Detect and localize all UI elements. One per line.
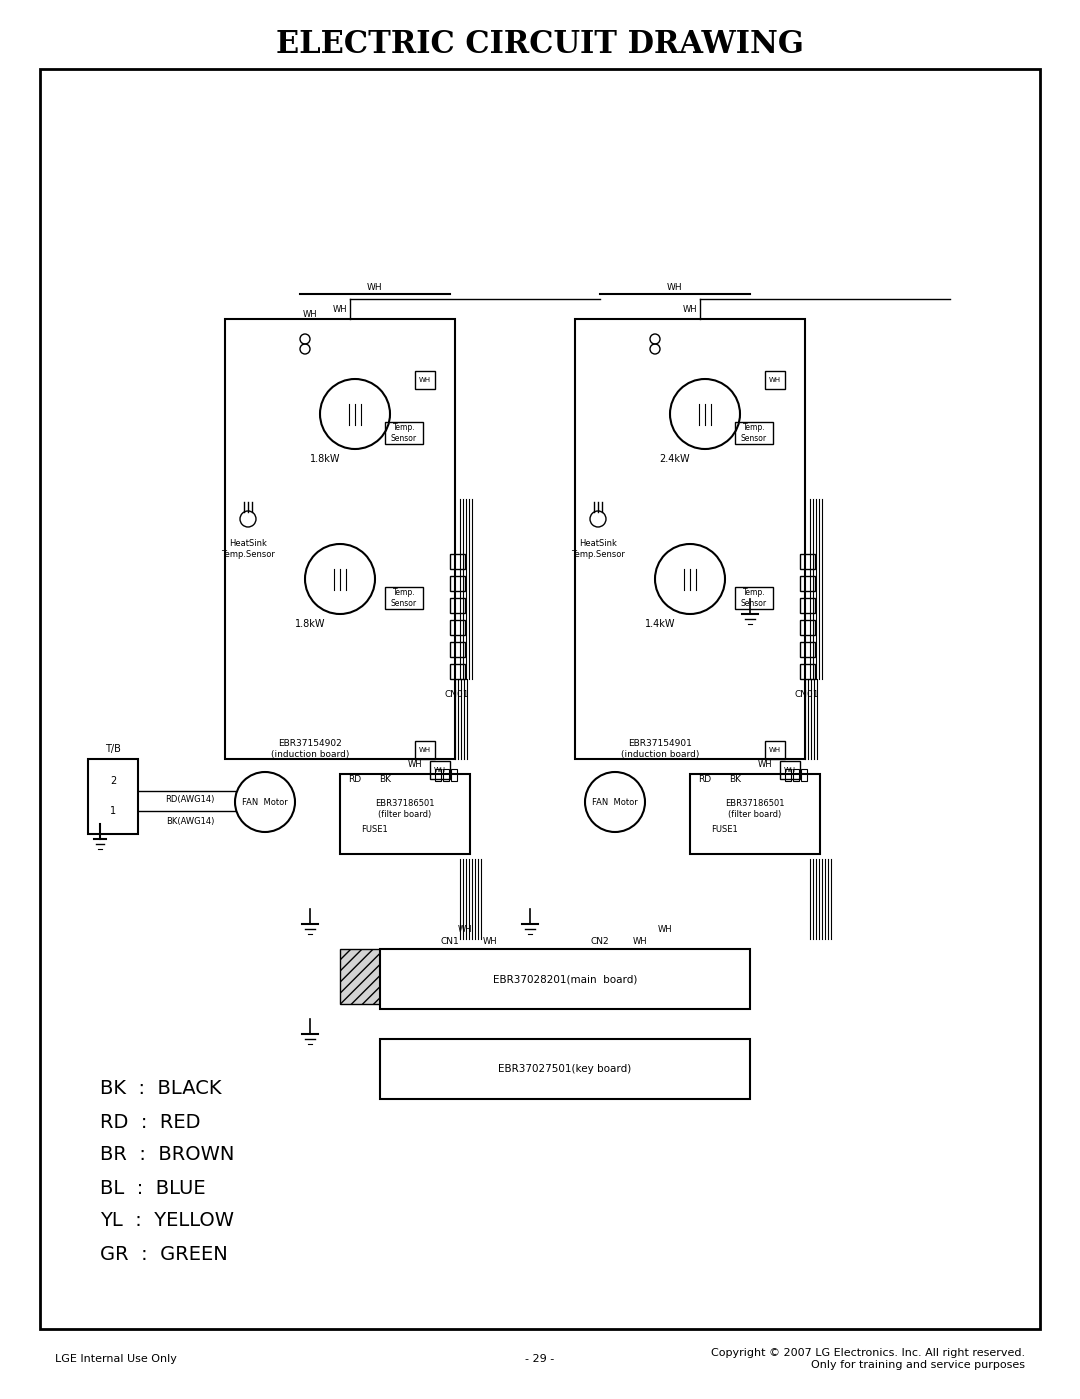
Text: WH: WH [769, 747, 781, 753]
Text: BK: BK [379, 775, 391, 783]
Text: HeatSink
Temp.Sensor: HeatSink Temp.Sensor [571, 539, 625, 558]
Text: 1.8kW: 1.8kW [295, 618, 325, 630]
Bar [690, 774, 820, 853]
Text: CN2: CN2 [591, 936, 609, 946]
Text: EBR37154901
(induction board): EBR37154901 (induction board) [621, 739, 699, 758]
Text: WH: WH [784, 767, 796, 774]
Text: BK: BK [729, 775, 741, 783]
Text: FUSE1: FUSE1 [712, 824, 739, 834]
Bar [793, 769, 799, 781]
Bar [451, 769, 457, 781]
Bar [225, 319, 455, 760]
Text: WH: WH [458, 925, 472, 933]
Text: WH: WH [419, 376, 431, 383]
Text: 1: 1 [110, 806, 116, 816]
Text: Copyright © 2007 LG Electronics. Inc. All right reserved.
Only for training and : Copyright © 2007 LG Electronics. Inc. Al… [711, 1349, 1025, 1370]
Text: RD(AWG14): RD(AWG14) [165, 795, 215, 803]
Text: FAN  Motor: FAN Motor [592, 797, 638, 806]
Bar [415, 741, 435, 760]
Text: 2.4kW: 2.4kW [660, 455, 690, 464]
Text: ELECTRIC CIRCUIT DRAWING: ELECTRIC CIRCUIT DRAWING [276, 28, 804, 60]
Text: EBR37028201(main  board): EBR37028201(main board) [492, 974, 637, 983]
Text: GR  :  GREEN: GR : GREEN [100, 1245, 228, 1263]
Bar [785, 769, 791, 781]
Text: WH: WH [419, 747, 431, 753]
Bar [450, 576, 465, 590]
Text: 1.8kW: 1.8kW [310, 455, 340, 464]
Bar [735, 422, 773, 443]
Text: RD: RD [699, 775, 712, 783]
Bar [735, 588, 773, 609]
Text: WH: WH [367, 283, 382, 291]
Text: WH: WH [434, 767, 446, 774]
Bar [801, 769, 807, 781]
Text: BK(AWG14): BK(AWG14) [166, 817, 214, 825]
Bar [380, 949, 750, 1009]
Text: HeatSink
Temp.Sensor: HeatSink Temp.Sensor [221, 539, 275, 558]
Bar [800, 597, 815, 613]
Bar [450, 665, 465, 679]
Bar [780, 761, 800, 779]
Bar [87, 760, 138, 834]
Text: EBR37154902
(induction board): EBR37154902 (induction board) [271, 739, 349, 758]
Bar [765, 741, 785, 760]
Text: BK  :  BLACK: BK : BLACK [100, 1080, 221, 1098]
Bar [443, 769, 449, 781]
Text: Temp.
Sensor: Temp. Sensor [391, 424, 417, 442]
Text: WH: WH [683, 305, 698, 313]
Bar [340, 774, 470, 853]
Bar [575, 319, 805, 760]
Text: WH: WH [758, 760, 772, 768]
Bar [800, 642, 815, 658]
Text: EBR37186501
(filter board): EBR37186501 (filter board) [375, 799, 435, 818]
Text: WH: WH [667, 283, 683, 291]
Bar [450, 642, 465, 658]
Bar [435, 769, 441, 781]
Bar [450, 597, 465, 613]
Bar [384, 588, 423, 609]
Text: FAN  Motor: FAN Motor [242, 797, 288, 806]
Text: FUSE1: FUSE1 [362, 824, 389, 834]
Text: CN01: CN01 [795, 690, 820, 698]
Text: EBR37186501
(filter board): EBR37186501 (filter board) [726, 799, 785, 818]
Text: WH: WH [658, 925, 673, 933]
Text: Temp.
Sensor: Temp. Sensor [391, 589, 417, 607]
Text: EBR37027501(key board): EBR37027501(key board) [498, 1065, 632, 1074]
Text: BR  :  BROWN: BR : BROWN [100, 1146, 234, 1164]
Text: CN1: CN1 [441, 936, 459, 946]
Text: RD  :  RED: RD : RED [100, 1112, 201, 1132]
Bar [415, 371, 435, 389]
Text: LGE Internal Use Only: LGE Internal Use Only [55, 1354, 177, 1364]
Bar [450, 620, 465, 635]
Text: Temp.
Sensor: Temp. Sensor [741, 424, 767, 442]
Bar [340, 949, 440, 1004]
Text: WH: WH [407, 760, 422, 768]
Text: WH: WH [333, 305, 348, 313]
Text: CN01: CN01 [445, 690, 469, 698]
Text: YL  :  YELLOW: YL : YELLOW [100, 1212, 234, 1231]
Bar [800, 665, 815, 679]
Text: WH: WH [633, 936, 647, 946]
Bar [380, 1039, 750, 1100]
Bar [384, 422, 423, 443]
Text: Temp.
Sensor: Temp. Sensor [741, 589, 767, 607]
Text: 1.4kW: 1.4kW [645, 618, 675, 630]
Text: T/B: T/B [105, 744, 121, 754]
Bar [765, 371, 785, 389]
Text: BL  :  BLUE: BL : BLUE [100, 1178, 205, 1198]
Text: 2: 2 [110, 776, 117, 786]
Text: WH: WH [483, 936, 497, 946]
Bar [430, 761, 450, 779]
Bar [800, 554, 815, 569]
Text: WH: WH [769, 376, 781, 383]
Bar [450, 554, 465, 569]
Bar [800, 576, 815, 590]
Text: RD: RD [349, 775, 362, 783]
Text: WH: WH [302, 309, 318, 319]
Bar [800, 620, 815, 635]
Text: - 29 -: - 29 - [525, 1354, 555, 1364]
